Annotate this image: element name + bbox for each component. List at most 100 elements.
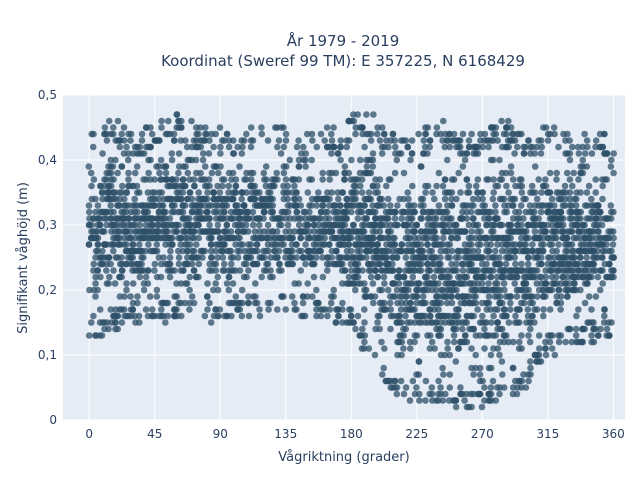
data-point xyxy=(572,332,580,339)
data-point xyxy=(361,143,368,151)
data-point xyxy=(433,182,440,190)
data-point xyxy=(129,241,137,248)
data-point xyxy=(496,351,503,359)
data-point xyxy=(326,306,334,313)
data-point xyxy=(173,228,180,235)
data-point xyxy=(341,221,349,229)
data-point xyxy=(568,338,576,346)
data-point xyxy=(474,267,482,274)
data-point xyxy=(507,163,515,170)
data-point xyxy=(367,273,375,281)
data-point xyxy=(136,143,144,151)
data-point xyxy=(468,260,476,268)
data-point xyxy=(568,228,576,235)
data-point xyxy=(581,150,589,157)
data-point xyxy=(136,273,144,281)
data-point xyxy=(347,306,355,313)
data-point xyxy=(407,156,414,164)
data-point xyxy=(349,221,357,229)
data-point xyxy=(448,215,455,222)
data-point xyxy=(572,202,580,209)
data-point xyxy=(538,143,545,151)
data-point xyxy=(564,293,571,300)
data-point xyxy=(581,221,588,229)
x-tick-label: 0 xyxy=(85,427,93,441)
data-point xyxy=(402,325,410,333)
data-point xyxy=(384,215,392,222)
data-point xyxy=(456,137,464,144)
data-point xyxy=(515,208,523,216)
data-point xyxy=(592,137,600,144)
data-point xyxy=(304,189,312,196)
data-point xyxy=(232,182,240,190)
data-point xyxy=(195,189,202,196)
data-point xyxy=(492,247,499,255)
data-point xyxy=(223,195,230,203)
data-point xyxy=(389,130,397,138)
data-point xyxy=(387,228,395,235)
data-point xyxy=(518,221,525,229)
data-point xyxy=(118,273,125,281)
data-point xyxy=(371,351,379,359)
data-point xyxy=(479,143,487,151)
data-point xyxy=(566,156,574,164)
data-point xyxy=(212,280,219,287)
data-point xyxy=(328,150,335,157)
data-point xyxy=(457,384,464,391)
data-point xyxy=(522,195,529,203)
data-point xyxy=(561,182,569,190)
data-point xyxy=(394,202,401,209)
data-point xyxy=(202,124,209,131)
data-point xyxy=(308,130,316,138)
data-point xyxy=(369,150,377,157)
data-point xyxy=(446,371,454,378)
data-point xyxy=(542,351,550,359)
data-point xyxy=(291,228,298,235)
data-point xyxy=(243,273,250,281)
data-point xyxy=(472,299,480,307)
data-point xyxy=(476,332,484,339)
data-point xyxy=(374,182,381,190)
data-point xyxy=(599,182,606,190)
y-tick-label: 0,4 xyxy=(38,153,57,167)
data-point xyxy=(321,234,329,242)
data-point xyxy=(607,163,615,170)
data-point xyxy=(607,215,615,222)
data-point xyxy=(481,273,488,281)
data-point xyxy=(575,306,582,313)
data-point xyxy=(566,195,574,203)
data-point xyxy=(197,208,205,216)
data-point xyxy=(330,286,338,294)
data-point xyxy=(569,182,576,190)
data-point xyxy=(507,293,514,300)
data-point xyxy=(136,189,143,196)
data-point xyxy=(229,195,237,203)
data-point xyxy=(142,273,150,281)
data-point xyxy=(317,247,325,255)
data-point xyxy=(251,182,259,190)
data-point xyxy=(260,215,267,222)
data-point xyxy=(372,215,379,222)
data-point xyxy=(324,208,331,216)
data-point xyxy=(251,228,259,235)
data-point xyxy=(253,299,261,307)
data-point xyxy=(609,254,617,261)
data-point xyxy=(548,332,556,339)
data-point xyxy=(153,241,161,248)
data-point xyxy=(315,299,322,307)
data-point xyxy=(94,286,101,294)
data-point xyxy=(190,247,198,255)
data-point xyxy=(282,130,290,138)
data-point xyxy=(264,260,272,268)
data-point xyxy=(557,306,564,313)
data-point xyxy=(280,143,288,151)
data-point xyxy=(225,273,233,281)
data-point xyxy=(146,293,154,300)
data-point xyxy=(227,247,235,255)
data-point xyxy=(555,241,562,248)
data-point xyxy=(417,267,425,274)
data-point xyxy=(177,234,184,242)
data-point xyxy=(391,169,399,177)
data-point xyxy=(606,260,613,268)
data-point xyxy=(555,286,562,294)
